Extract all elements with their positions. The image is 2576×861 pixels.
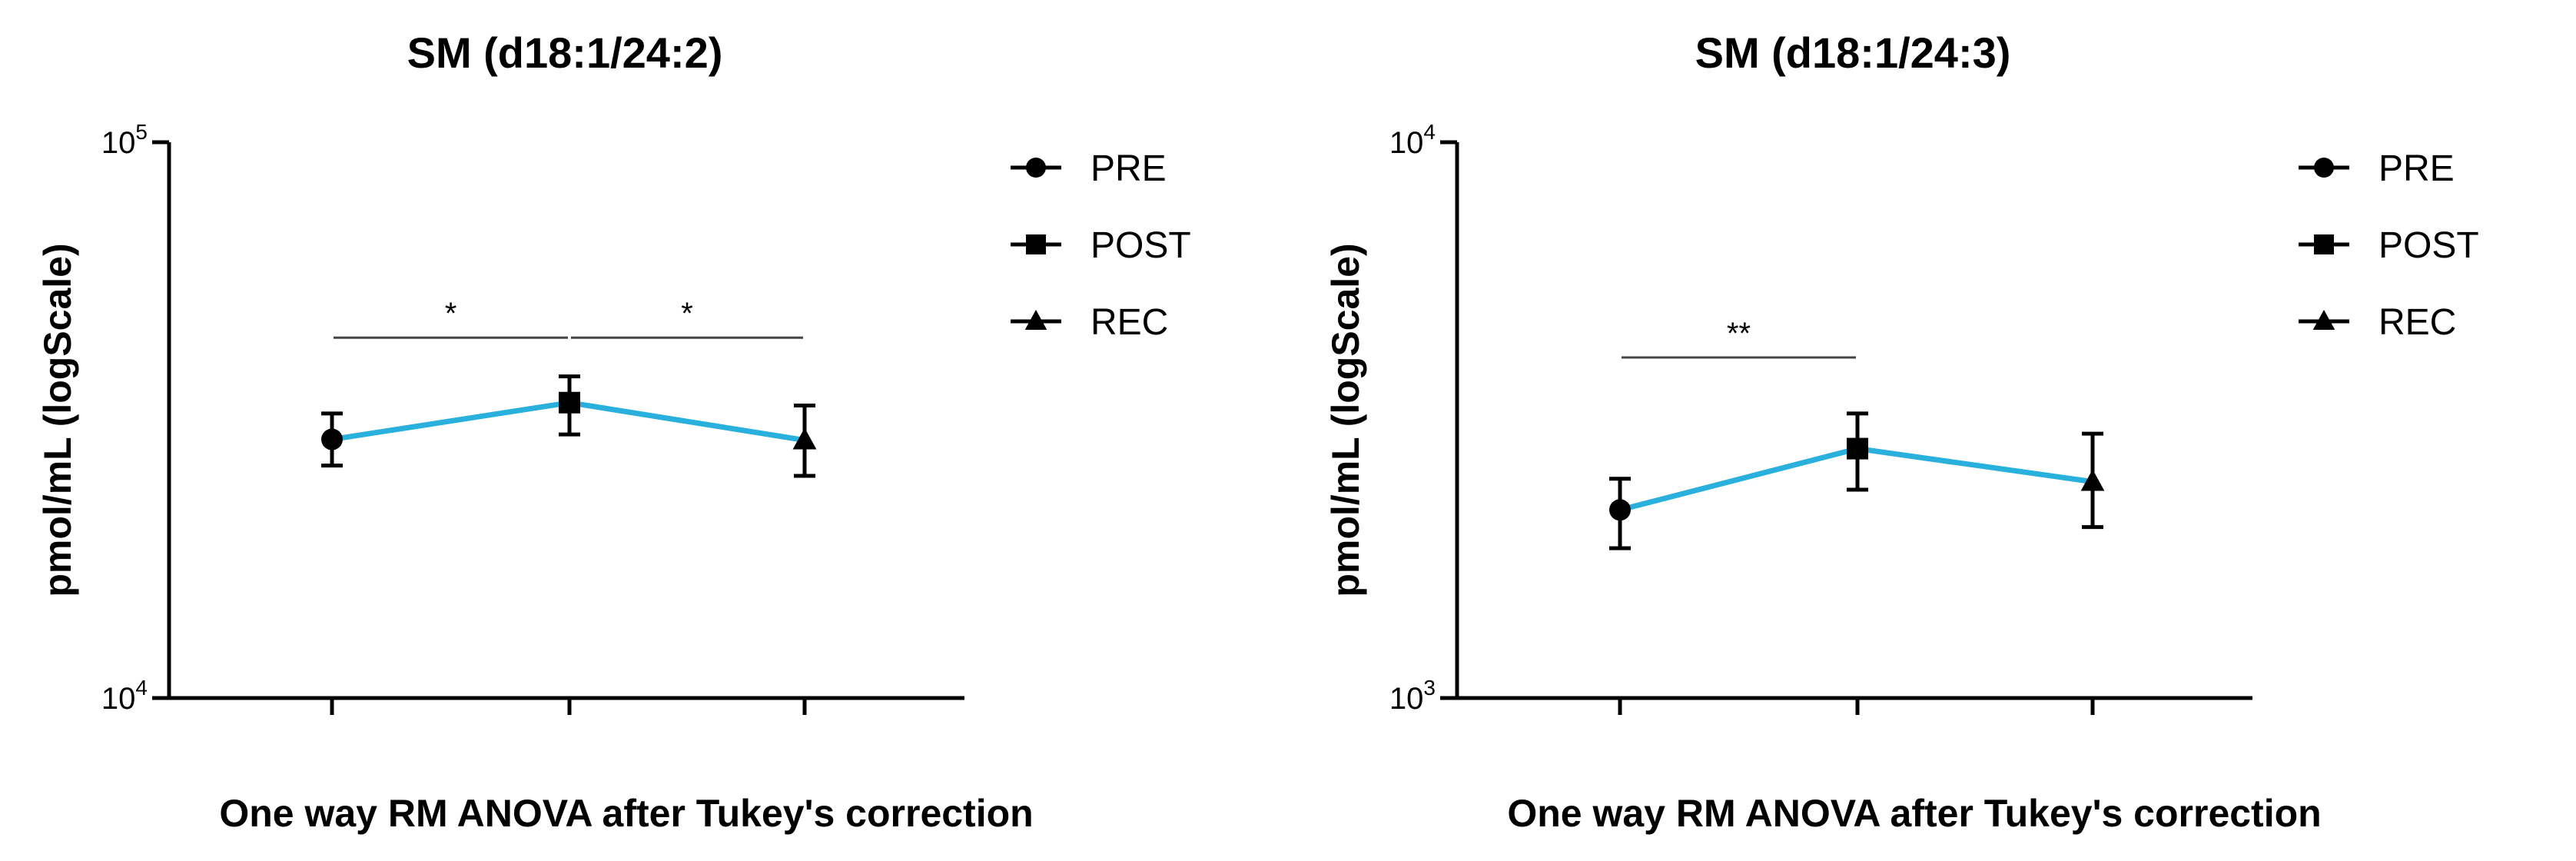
y-tick-exponent: 4 [135,676,148,700]
y-tick-exponent: 4 [1423,120,1436,144]
legend-label: POST [1090,225,1191,266]
legend-label: REC [1090,302,1168,343]
y-axis-label: pmol/mL (logScale) [36,243,79,597]
data-point-post [559,391,580,414]
significance-label: ** [1727,317,1751,351]
legend-label: REC [2378,302,2456,343]
legend-label: PRE [2378,148,2455,189]
y-tick-label: 104 [101,676,148,716]
x-axis-label: One way RM ANOVA after Tukey's correctio… [1507,792,2321,835]
chart-panel-1: SM (d18:1/24:2) 104 105 One way RM ANOVA af… [36,28,1191,835]
data-point-rec [2080,469,2105,491]
x-axis-label: One way RM ANOVA after Tukey's correctio… [219,792,1033,835]
y-tick-base: 10 [1389,682,1424,716]
legend-marker-post [2314,234,2334,254]
y-tick-label: 104 [1389,120,1436,160]
y-tick-base: 10 [101,682,136,716]
chart-panel-2: SM (d18:1/24:3) 103 104 One way RM ANOVA af… [1288,0,2576,861]
y-tick-exponent: 3 [1423,676,1436,700]
data-point-pre [1609,499,1631,521]
y-tick-label: 103 [1389,676,1436,716]
y-tick-base: 10 [101,126,136,160]
y-tick-base: 10 [1389,126,1424,160]
chart-title: SM (d18:1/24:3) [1695,28,2011,77]
data-point-pre [321,428,343,450]
chart-title: SM (d18:1/24:2) [407,28,723,77]
legend-marker-rec [2312,310,2335,331]
y-tick-exponent: 5 [135,120,148,144]
legend-marker-rec [1024,310,1047,331]
significance-label: * [681,297,693,331]
data-point-post [1847,437,1868,460]
significance-label: * [445,297,457,331]
legend-marker-pre [1026,158,1046,178]
data-point-rec [792,427,817,450]
legend-marker-pre [2314,158,2334,178]
y-tick-label: 105 [101,120,148,160]
legend-label: POST [2378,225,2479,266]
y-axis-label: pmol/mL (logScale) [1324,243,1367,597]
legend-marker-post [1026,234,1046,254]
legend-label: PRE [1090,148,1167,189]
